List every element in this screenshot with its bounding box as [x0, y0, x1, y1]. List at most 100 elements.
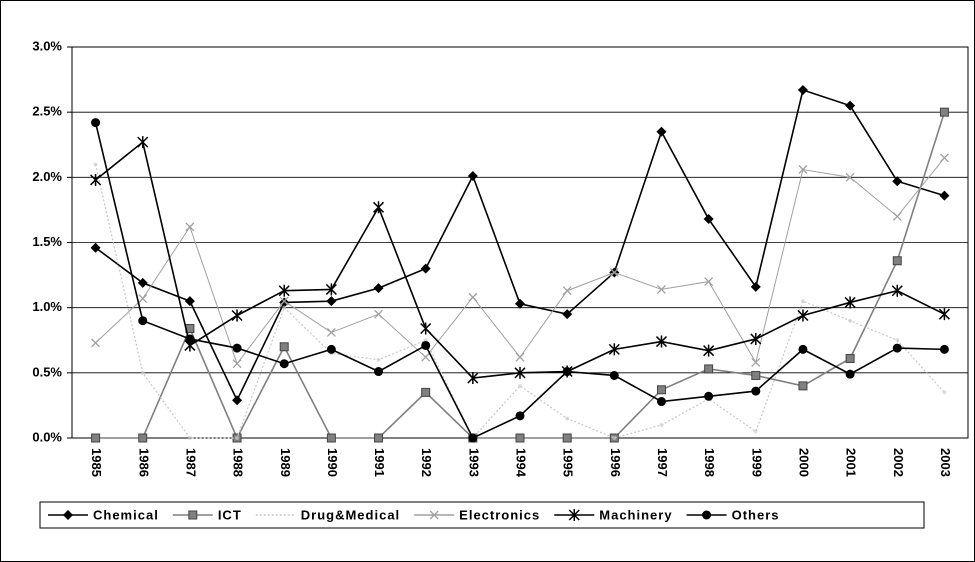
- point: [185, 222, 195, 232]
- point: [798, 165, 808, 174]
- point: [420, 263, 431, 274]
- point: [704, 364, 714, 374]
- x-tick-label: 1996: [608, 448, 623, 477]
- point: [374, 309, 383, 319]
- x-tick-label: 1999: [749, 448, 764, 477]
- point: [138, 294, 148, 304]
- x-tick-label: 1998: [702, 448, 717, 477]
- point: [753, 429, 758, 434]
- x-tick-label: 2000: [797, 448, 812, 477]
- point: [609, 268, 619, 277]
- point: [90, 173, 102, 186]
- point: [231, 309, 243, 322]
- point: [704, 277, 714, 287]
- point: [325, 283, 337, 296]
- point: [468, 433, 478, 443]
- x-tick-label: 1986: [136, 448, 151, 477]
- point: [562, 433, 572, 443]
- x-tick-label: 2002: [891, 448, 906, 477]
- point: [279, 296, 289, 306]
- point: [942, 390, 947, 395]
- point: [568, 509, 580, 521]
- point: [373, 283, 384, 294]
- y-tick-label: 1.5%: [32, 234, 62, 249]
- point: [655, 335, 668, 348]
- point: [138, 433, 148, 443]
- point: [91, 338, 101, 348]
- point: [939, 107, 949, 117]
- point: [892, 343, 902, 353]
- point: [657, 284, 666, 294]
- x-tick-label: 1985: [89, 448, 104, 477]
- point: [751, 370, 761, 380]
- x-tick-label: 1997: [655, 448, 670, 477]
- point: [565, 416, 570, 421]
- y-tick-label: 2.5%: [32, 104, 62, 119]
- point: [702, 510, 712, 520]
- point: [374, 367, 384, 377]
- point: [232, 343, 242, 353]
- point: [279, 342, 289, 352]
- point: [421, 387, 431, 397]
- point: [326, 296, 337, 307]
- point: [797, 309, 809, 322]
- legend-label: Chemical: [93, 507, 159, 522]
- point: [518, 383, 522, 388]
- point: [656, 126, 667, 137]
- point: [892, 211, 902, 221]
- x-tick-label: 1993: [466, 448, 481, 477]
- x-tick-label: 2001: [844, 448, 859, 477]
- point: [750, 332, 762, 345]
- point: [326, 344, 336, 354]
- point: [137, 136, 149, 149]
- point: [90, 242, 101, 253]
- point: [798, 381, 808, 391]
- point: [138, 316, 148, 326]
- point: [656, 385, 666, 395]
- point: [939, 153, 949, 163]
- point: [93, 162, 98, 167]
- point: [515, 411, 525, 421]
- x-tick-label: 1989: [278, 448, 293, 477]
- point: [515, 433, 525, 443]
- point: [895, 338, 900, 343]
- point: [515, 352, 525, 362]
- point: [232, 359, 242, 369]
- point: [800, 299, 805, 304]
- point: [235, 436, 240, 440]
- point: [845, 353, 855, 363]
- x-tick-label: 1988: [231, 448, 246, 477]
- point: [751, 357, 761, 367]
- point: [376, 357, 381, 362]
- x-tick-label: 1995: [561, 448, 576, 477]
- point: [279, 359, 289, 369]
- point: [656, 397, 666, 407]
- point: [372, 201, 385, 214]
- point: [420, 322, 432, 335]
- point: [63, 510, 73, 520]
- point: [797, 85, 808, 96]
- point: [704, 391, 714, 401]
- point: [703, 344, 715, 357]
- point: [848, 318, 853, 323]
- point: [140, 370, 145, 375]
- point: [659, 422, 664, 427]
- point: [185, 334, 195, 344]
- x-tick-label: 1994: [514, 448, 529, 478]
- point: [612, 436, 617, 440]
- point: [844, 296, 856, 309]
- point: [184, 296, 195, 307]
- legend-label: Drug&Medical: [301, 507, 400, 522]
- legend: Chemical ICT Drug&Medical Electronics Machin…: [48, 507, 780, 522]
- legend-label: Others: [732, 507, 780, 522]
- point: [562, 309, 573, 320]
- point: [938, 308, 950, 321]
- y-tick-label: 0.0%: [32, 429, 62, 444]
- point: [232, 395, 243, 406]
- point: [750, 281, 761, 292]
- x-tick-label: 1992: [419, 448, 434, 477]
- point: [421, 352, 431, 362]
- point: [608, 343, 620, 356]
- point: [514, 366, 526, 379]
